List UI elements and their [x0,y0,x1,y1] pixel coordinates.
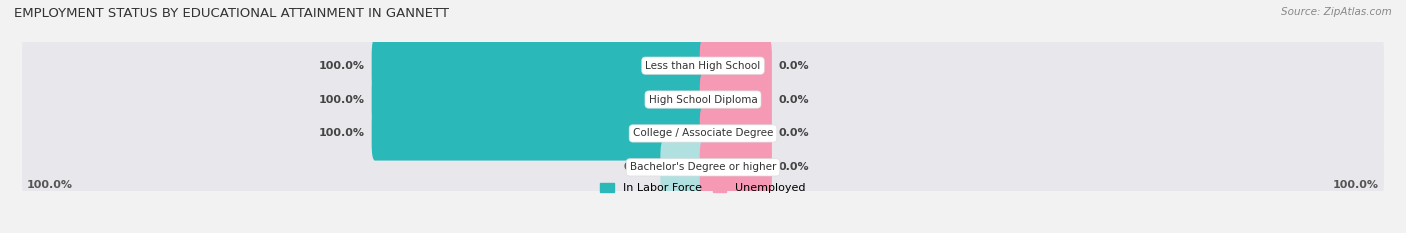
Text: 100.0%: 100.0% [1333,180,1379,190]
FancyBboxPatch shape [700,72,772,127]
Text: College / Associate Degree: College / Associate Degree [633,128,773,138]
Text: 100.0%: 100.0% [319,61,366,71]
Text: Source: ZipAtlas.com: Source: ZipAtlas.com [1281,7,1392,17]
FancyBboxPatch shape [700,140,772,195]
FancyBboxPatch shape [22,130,1384,205]
Text: 0.0%: 0.0% [779,95,808,105]
Text: EMPLOYMENT STATUS BY EDUCATIONAL ATTAINMENT IN GANNETT: EMPLOYMENT STATUS BY EDUCATIONAL ATTAINM… [14,7,449,20]
Text: Bachelor's Degree or higher: Bachelor's Degree or higher [630,162,776,172]
FancyBboxPatch shape [22,96,1384,171]
Text: 0.0%: 0.0% [623,162,654,172]
Text: 0.0%: 0.0% [779,61,808,71]
Text: 100.0%: 100.0% [27,180,73,190]
FancyBboxPatch shape [700,106,772,161]
FancyBboxPatch shape [22,28,1384,103]
FancyBboxPatch shape [661,140,706,195]
FancyBboxPatch shape [371,106,706,161]
Text: 100.0%: 100.0% [319,128,366,138]
FancyBboxPatch shape [371,38,706,93]
Text: Less than High School: Less than High School [645,61,761,71]
Text: 0.0%: 0.0% [779,128,808,138]
FancyBboxPatch shape [700,38,772,93]
FancyBboxPatch shape [371,72,706,127]
Text: 100.0%: 100.0% [319,95,366,105]
Text: High School Diploma: High School Diploma [648,95,758,105]
Text: 0.0%: 0.0% [779,162,808,172]
Legend: In Labor Force, Unemployed: In Labor Force, Unemployed [596,178,810,197]
FancyBboxPatch shape [22,62,1384,137]
